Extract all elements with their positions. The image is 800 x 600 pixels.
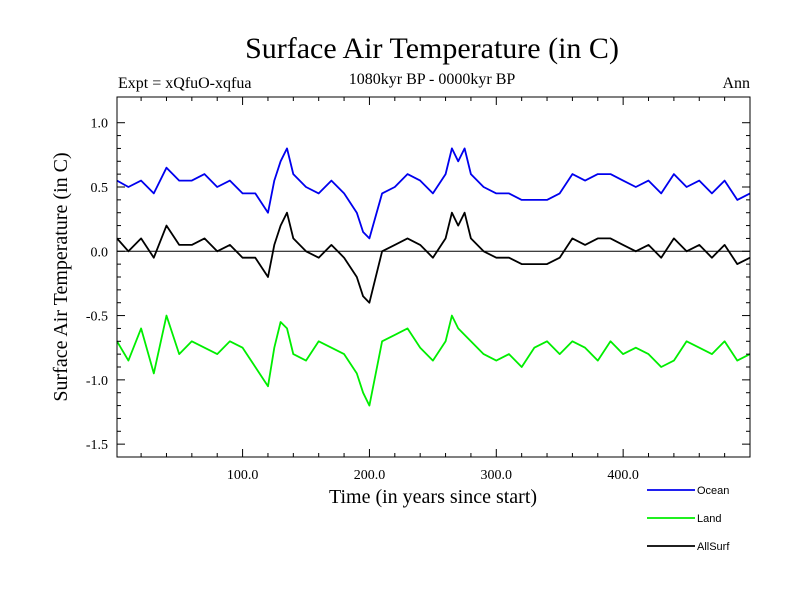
y-tick-label-1: 0.5: [91, 181, 109, 196]
legend-label-ocean: Ocean: [697, 485, 729, 497]
y-tick-label-2: 0.0: [91, 245, 109, 260]
x-tick-label-300: 300.0: [481, 468, 513, 483]
x-tick-label-400: 400.0: [607, 468, 639, 483]
y-tick-label-3: -0.5: [86, 310, 108, 325]
series-line-land: [116, 314, 751, 407]
expt-label: Expt = xQfuO-xqfua: [118, 75, 251, 92]
chart-title: Surface Air Temperature (in C): [245, 32, 619, 65]
x-tick-label-200: 200.0: [354, 468, 386, 483]
season-label: Ann: [722, 75, 750, 92]
legend: Ocean Land AllSurf: [647, 485, 730, 553]
y-tick-label-4: -1.0: [86, 374, 108, 389]
series-line-allsurf: [116, 211, 751, 304]
x-tick-label-100: 100.0: [227, 468, 259, 483]
x-axis-label: Time (in years since start): [329, 486, 537, 508]
y-tick-label-0: 1.0: [91, 117, 109, 132]
legend-label-land: Land: [697, 513, 721, 525]
chart-subtitle: 1080kyr BP - 0000kyr BP: [349, 71, 516, 88]
legend-label-allsurf: AllSurf: [697, 541, 730, 553]
series-line-ocean: [116, 147, 751, 240]
plot-frame: [116, 96, 751, 458]
y-axis-label: Surface Air Temperature (in C): [50, 152, 72, 401]
y-tick-label-5: -1.5: [86, 438, 108, 453]
